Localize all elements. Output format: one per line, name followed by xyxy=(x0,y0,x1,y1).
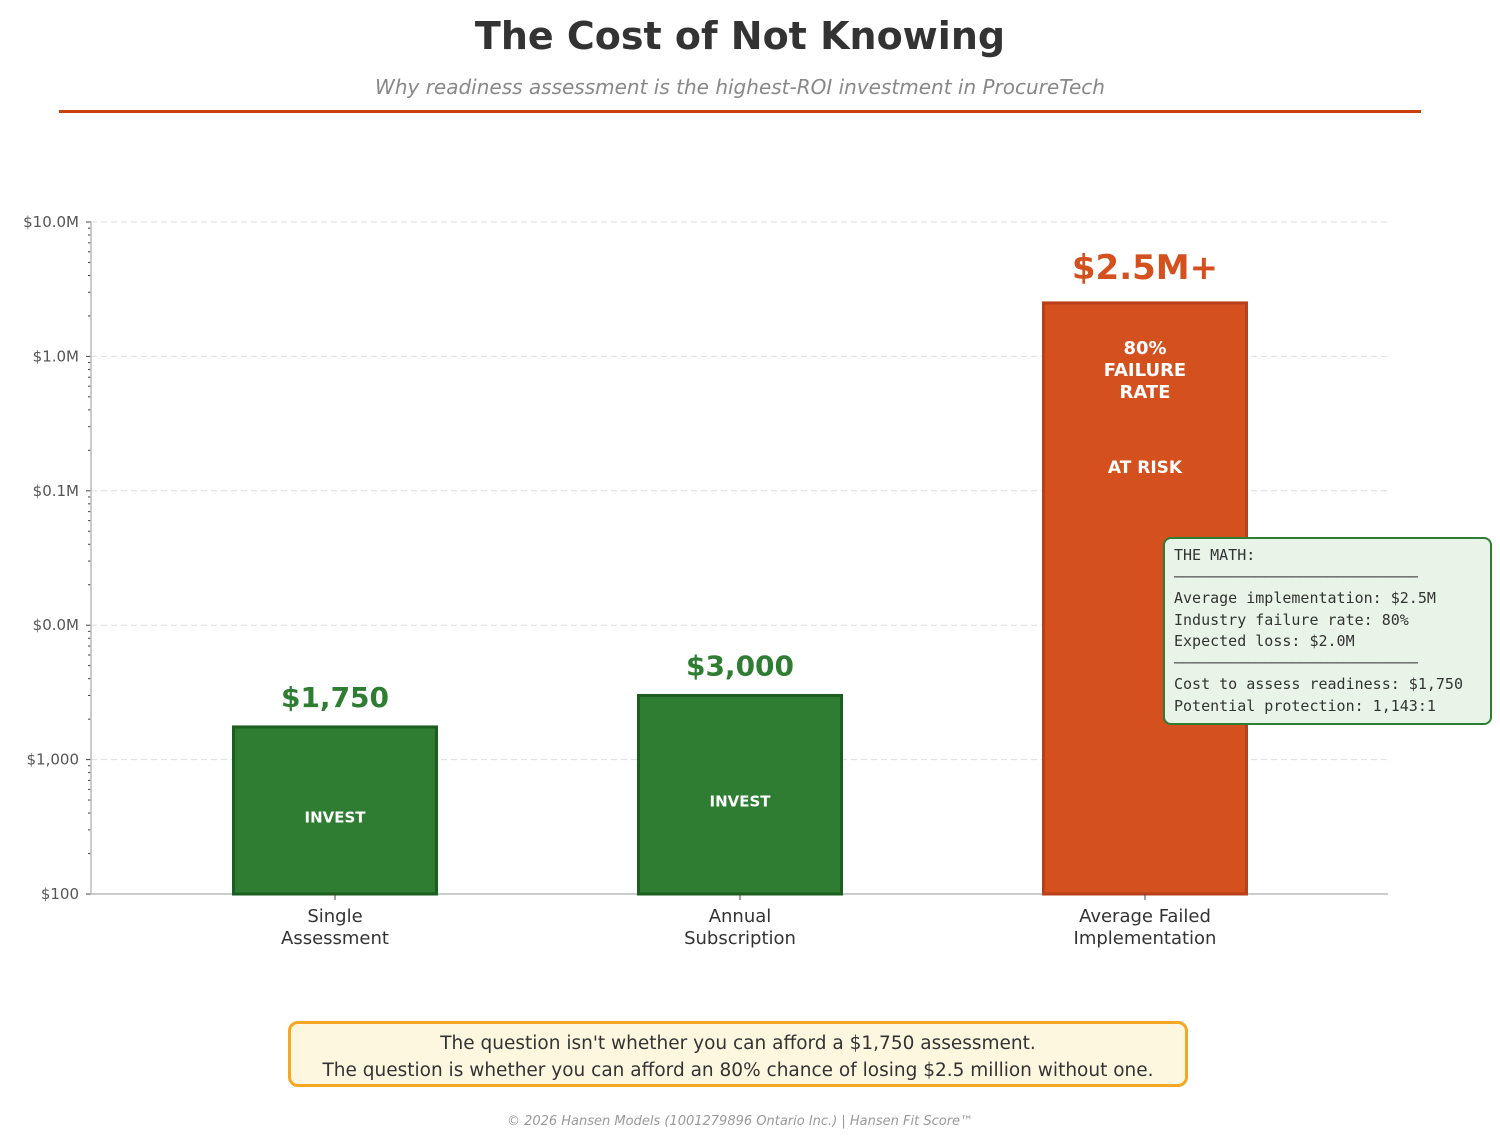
bar-text: AT RISK xyxy=(1108,458,1183,478)
y-tick-label: $1.0M xyxy=(33,347,79,365)
bar-text: INVEST xyxy=(304,808,366,826)
math-line: ─────────────────────────── xyxy=(1174,653,1418,672)
x-tick-label: Annual xyxy=(709,906,772,927)
bar-text: 80% xyxy=(1123,338,1166,359)
bar-text: RATE xyxy=(1120,382,1171,403)
callout-line-1: The question isn't whether you can affor… xyxy=(440,1033,1036,1054)
x-tick-label: Average Failed xyxy=(1079,906,1211,927)
y-tick-label: $1,000 xyxy=(27,751,80,769)
value-label: $1,750 xyxy=(281,681,389,714)
x-tick-label: Implementation xyxy=(1074,928,1217,949)
footer: © 2026 Hansen Models (1001279896 Ontario… xyxy=(506,1114,974,1129)
math-line: THE MATH: xyxy=(1174,546,1256,564)
callout-box: The question isn't whether you can affor… xyxy=(288,1021,1188,1087)
math-line: Industry failure rate: 80% xyxy=(1174,610,1409,629)
chart-title: The Cost of Not Knowing xyxy=(474,14,1006,58)
math-line: Cost to assess readiness: $1,750 xyxy=(1174,675,1463,693)
x-tick-label: Subscription xyxy=(684,928,796,949)
bar xyxy=(637,693,843,896)
value-label: $3,000 xyxy=(686,649,794,682)
bar-text: INVEST xyxy=(709,793,771,811)
y-tick-label: $0.1M xyxy=(33,482,79,500)
value-label: $2.5M+ xyxy=(1072,248,1218,288)
bar-chart: $100 $1,000 $0.0M $0.1M $1.0M $10.0M $1,750 Sin… xyxy=(23,213,1388,949)
y-tick-label: $0.0M xyxy=(33,616,79,634)
x-tick-label: Single xyxy=(307,906,362,927)
bar-text: FAILURE xyxy=(1104,360,1186,381)
callout-line-2: The question is whether you can afford a… xyxy=(322,1060,1154,1081)
math-line: Potential protection: 1,143:1 xyxy=(1174,696,1436,715)
math-box: THE MATH: ─────────────────────────── Aver… xyxy=(1163,537,1492,725)
math-line: Expected loss: $2.0M xyxy=(1174,632,1355,650)
title-divider xyxy=(59,110,1421,113)
chart-subtitle: Why readiness assessment is the highest-… xyxy=(375,75,1105,99)
y-tick-label: $10.0M xyxy=(23,213,79,231)
y-tick-label: $100 xyxy=(41,885,79,903)
math-line: ─────────────────────────── xyxy=(1174,567,1418,586)
x-tick-label: Assessment xyxy=(281,928,389,949)
math-line: Average implementation: $2.5M xyxy=(1174,589,1436,607)
